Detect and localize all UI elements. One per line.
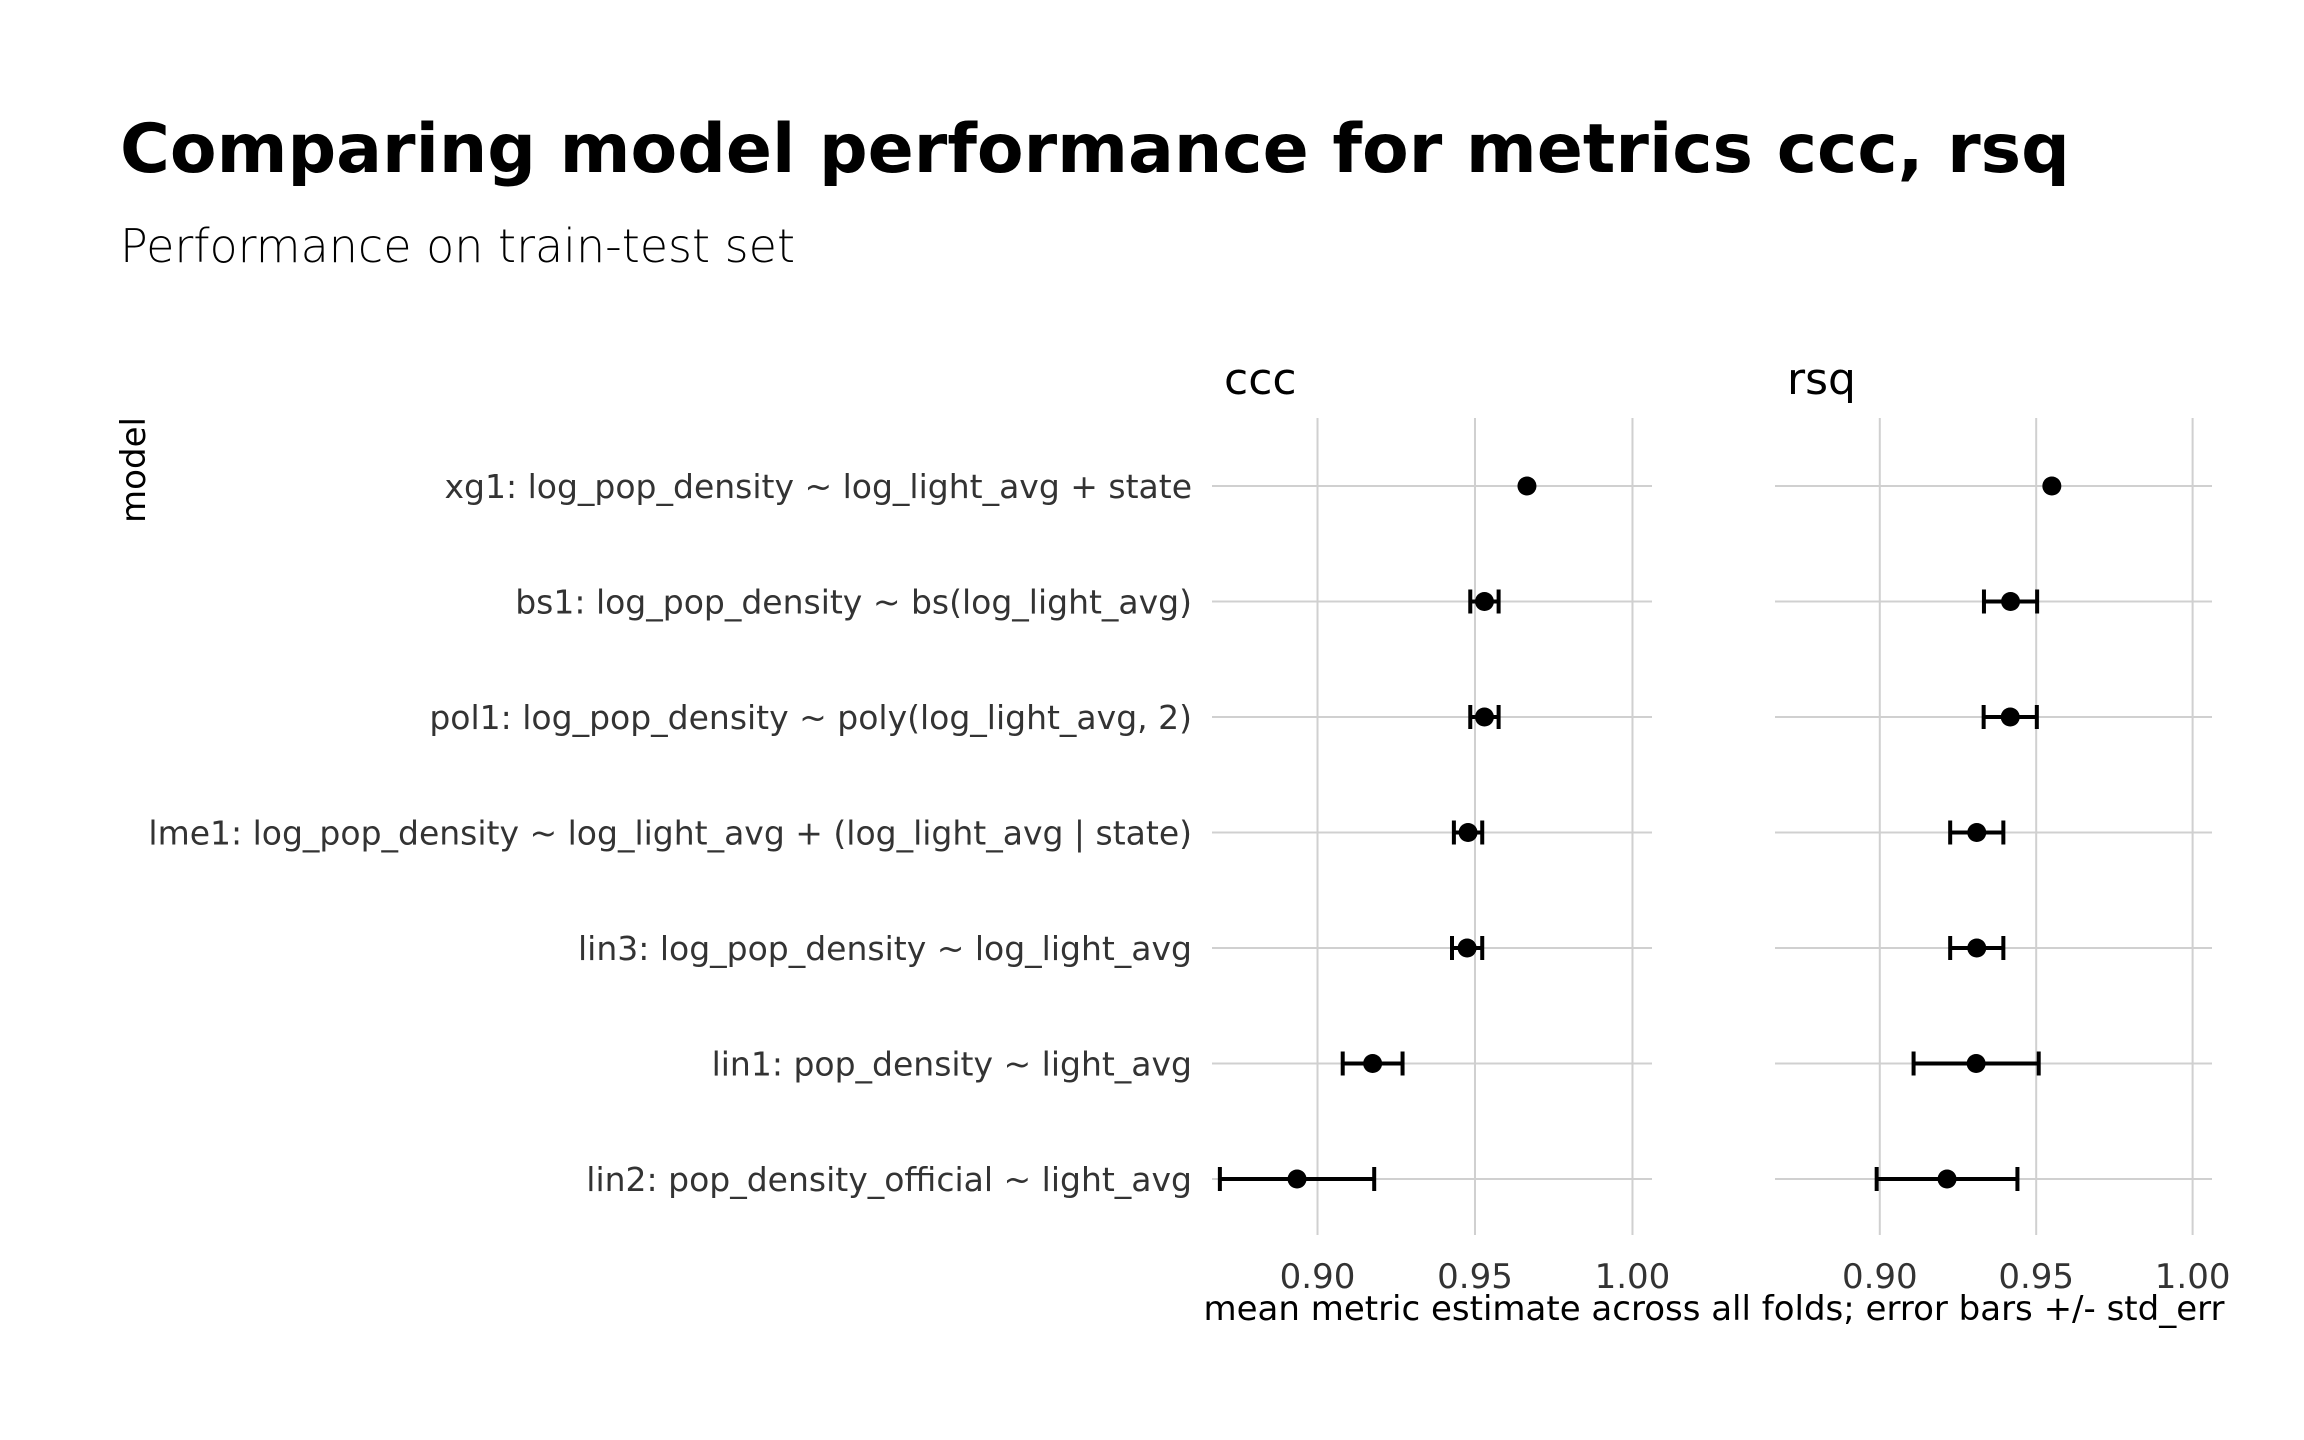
facet-label: rsq <box>1787 354 1856 405</box>
x-tick-label: 0.95 <box>1998 1257 2074 1297</box>
model-label: bs1: log_pop_density ~ bs(log_light_avg) <box>515 583 1192 622</box>
x-axis-title: mean metric estimate across all folds; e… <box>1203 1289 2224 1329</box>
data-point <box>1363 1054 1383 1073</box>
data-point <box>1966 1054 1986 1073</box>
x-tick-label: 0.90 <box>1280 1257 1356 1297</box>
x-tick-label: 0.90 <box>1842 1257 1918 1297</box>
chart-title: Comparing model performance for metrics … <box>120 110 2070 189</box>
y-axis-title: model <box>114 417 154 523</box>
facet-rsq: rsq 0.90 0.95 1.00 <box>1775 354 2230 1297</box>
data-point <box>1287 1169 1307 1189</box>
facet-ccc: ccc 0.90 0.95 1.00 <box>1212 354 1670 1297</box>
data-point <box>2001 592 2021 611</box>
model-labels: xg1: log_pop_density ~ log_light_avg + s… <box>148 467 1192 1199</box>
data-point <box>1937 1169 1957 1189</box>
chart-subtitle: Performance on train-test set <box>120 219 795 273</box>
facet-label: ccc <box>1224 354 1297 405</box>
model-label: lin1: pop_density ~ light_avg <box>712 1045 1192 1084</box>
x-tick-label: 0.95 <box>1437 1257 1513 1297</box>
data-point <box>1458 823 1478 842</box>
model-label: xg1: log_pop_density ~ log_light_avg + s… <box>445 467 1192 506</box>
data-point <box>2000 707 2020 727</box>
model-label: lin3: log_pop_density ~ log_light_avg <box>578 929 1192 968</box>
data-point <box>1457 938 1477 958</box>
data-point <box>1517 476 1537 496</box>
x-tick-label: 1.00 <box>2155 1257 2231 1297</box>
data-point <box>1967 938 1987 958</box>
model-label: lin2: pop_density_official ~ light_avg <box>586 1160 1192 1199</box>
data-point <box>2042 476 2062 496</box>
data-point <box>1474 707 1494 727</box>
x-tick-label: 1.00 <box>1595 1257 1671 1297</box>
model-label: pol1: log_pop_density ~ poly(log_light_a… <box>429 698 1192 737</box>
facets: ccc 0.90 0.95 1.00 rsq 0.90 0.95 1.00 <box>1212 354 2230 1297</box>
data-point <box>1967 823 1987 842</box>
data-point <box>1474 592 1494 611</box>
model-label: lme1: log_pop_density ~ log_light_avg + … <box>148 814 1192 853</box>
